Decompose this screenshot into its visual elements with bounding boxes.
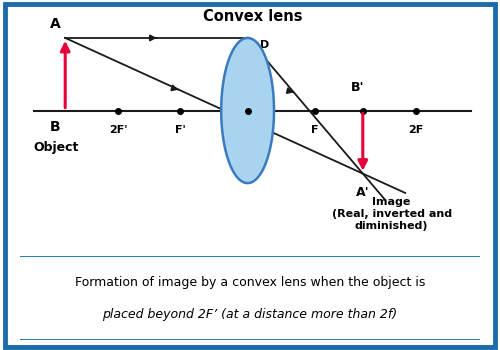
Text: Object: Object [33, 141, 78, 154]
Text: Convex lens: Convex lens [202, 9, 302, 25]
Text: D: D [260, 40, 269, 50]
Text: A: A [50, 17, 60, 31]
Text: 2F: 2F [408, 125, 423, 135]
Text: F: F [311, 125, 318, 135]
Polygon shape [221, 38, 274, 183]
Text: A': A' [356, 186, 370, 198]
Text: B: B [50, 120, 60, 134]
Text: placed beyond 2F’ (at a distance more than 2f): placed beyond 2F’ (at a distance more th… [102, 308, 398, 321]
Text: B': B' [351, 81, 365, 94]
Text: Formation of image by a convex lens when the object is: Formation of image by a convex lens when… [75, 276, 425, 289]
Text: F': F' [175, 125, 186, 135]
Text: C: C [244, 127, 252, 137]
FancyBboxPatch shape [16, 255, 484, 340]
Text: Image
(Real, inverted and
diminished): Image (Real, inverted and diminished) [332, 197, 452, 231]
Text: 2F': 2F' [109, 125, 127, 135]
